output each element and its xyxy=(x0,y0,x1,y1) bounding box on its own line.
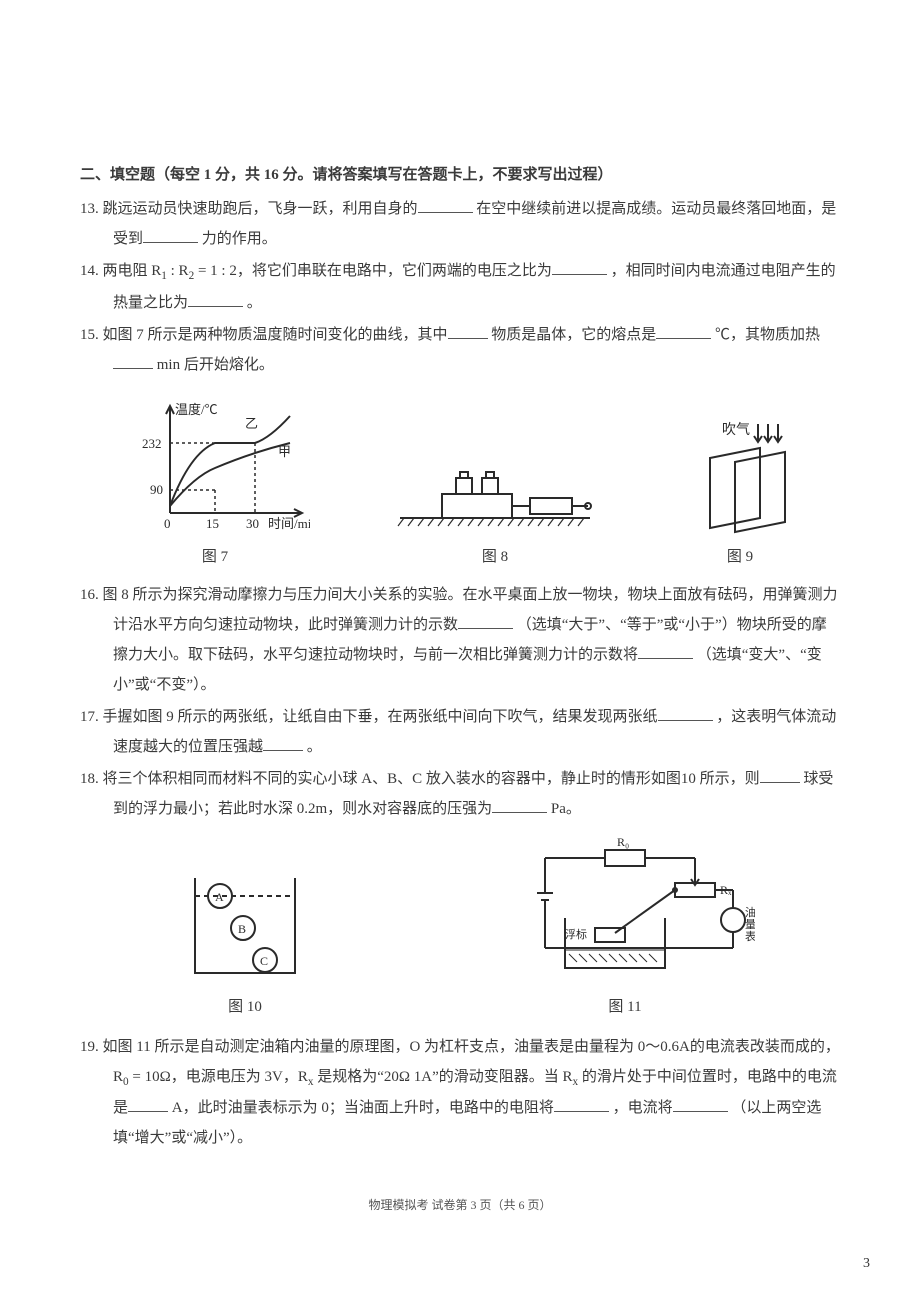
blank xyxy=(492,797,547,813)
fig7-line-top: 乙 xyxy=(245,416,258,431)
figure-row-2: A B C 图 10 R₀ xyxy=(80,838,840,1022)
q13-t3: 力的作用。 xyxy=(202,231,277,247)
figure-10: A B C 图 10 xyxy=(165,858,325,1022)
svg-text:表: 表 xyxy=(745,929,755,943)
q17-t3: 。 xyxy=(307,739,322,755)
blank xyxy=(554,1096,609,1112)
fig9-svg: 吹气 xyxy=(680,418,800,538)
blank xyxy=(188,291,243,307)
section-title: 二、填空题（每空 1 分，共 16 分。请将答案填写在答题卡上，不要求写出过程） xyxy=(80,160,840,190)
fig11-gauge: 油 xyxy=(745,905,755,919)
fig7-x30: 30 xyxy=(246,516,259,531)
svg-text:量: 量 xyxy=(745,918,755,931)
blank xyxy=(448,323,488,339)
fig7-ylabel: 温度/℃ xyxy=(175,402,218,417)
fig7-xlabel: 时间/min xyxy=(268,516,310,531)
svg-text:C: C xyxy=(260,954,268,968)
blank xyxy=(656,323,711,339)
fig7-svg: 温度/℃ 乙 甲 232 90 0 15 30 时间/min xyxy=(120,398,310,538)
q18-t1: 将三个体积相同而材料不同的实心小球 A、B、C 放入装水的容器中，静止时的情形如… xyxy=(103,771,760,787)
fig10-label: 图 10 xyxy=(165,992,325,1022)
svg-text:A: A xyxy=(215,890,224,904)
q15-num: 15. xyxy=(80,327,99,343)
q14-t1: 两电阻 R xyxy=(103,263,162,279)
question-16: 16. 图 8 所示为探究滑动摩擦力与压力间大小关系的实验。在水平桌面上放一物块… xyxy=(80,580,840,700)
blank xyxy=(128,1096,168,1112)
q19-t2: = 10Ω，电源电压为 3V，R xyxy=(132,1069,307,1085)
fig8-svg xyxy=(390,448,600,538)
q17-num: 17. xyxy=(80,709,99,725)
q13-num: 13. xyxy=(80,201,99,217)
fig9-label: 图 9 xyxy=(680,542,800,572)
sub-1: 1 xyxy=(161,270,167,282)
q18-t3: Pa。 xyxy=(551,801,581,817)
sub-x: x xyxy=(308,1076,314,1088)
q19-t3: 是规格为“20Ω 1A”的滑动变阻器。当 R xyxy=(317,1069,572,1085)
page-number: 3 xyxy=(863,1256,870,1272)
question-18: 18. 将三个体积相同而材料不同的实心小球 A、B、C 放入装水的容器中，静止时… xyxy=(80,764,840,824)
fig11-float: 浮标 xyxy=(565,927,587,941)
blank xyxy=(263,735,303,751)
blank xyxy=(418,197,473,213)
q15-t3: ℃，其物质加热 xyxy=(715,327,820,343)
q15-t2: 物质是晶体，它的熔点是 xyxy=(491,327,656,343)
fig7-y232: 232 xyxy=(142,436,162,451)
question-14: 14. 两电阻 R1 : R2 = 1 : 2，将它们串联在电路中，它们两端的电… xyxy=(80,256,840,318)
q17-t1: 手握如图 9 所示的两张纸，让纸自由下垂，在两张纸中间向下吹气，结果发现两张纸 xyxy=(103,709,658,725)
sub-0: 0 xyxy=(123,1076,129,1088)
fig7-label: 图 7 xyxy=(120,542,310,572)
question-15: 15. 如图 7 所示是两种物质温度随时间变化的曲线，其中 物质是晶体，它的熔点… xyxy=(80,320,840,380)
fig10-svg: A B C xyxy=(165,858,325,988)
q19-num: 19. xyxy=(80,1039,99,1055)
fig8-label: 图 8 xyxy=(390,542,600,572)
q14-t2: : R xyxy=(171,263,189,279)
fig11-R0: R₀ xyxy=(617,838,629,849)
blank xyxy=(458,613,513,629)
sub-2: 2 xyxy=(189,270,195,282)
q15-t1: 如图 7 所示是两种物质温度随时间变化的曲线，其中 xyxy=(103,327,448,343)
svg-text:B: B xyxy=(238,922,246,936)
fig11-svg: R₀ Rₓ 油 量 表 xyxy=(495,838,755,988)
q14-t5: 。 xyxy=(247,295,262,311)
q14-t3: = 1 : 2，将它们串联在电路中，它们两端的电压之比为 xyxy=(198,263,552,279)
blank xyxy=(638,643,693,659)
fig7-x0: 0 xyxy=(164,516,171,531)
sub-x2: x xyxy=(573,1076,579,1088)
q16-num: 16. xyxy=(80,587,99,603)
blank xyxy=(673,1096,728,1112)
figure-8: 图 8 xyxy=(390,448,600,572)
q18-num: 18. xyxy=(80,771,99,787)
question-19: 19. 如图 11 所示是自动测定油箱内油量的原理图，O 为杠杆支点，油量表是由… xyxy=(80,1032,840,1154)
fig9-text: 吹气 xyxy=(722,422,750,438)
fig7-line-mid: 甲 xyxy=(278,444,291,459)
blank xyxy=(658,705,713,721)
q15-t4: min 后开始熔化。 xyxy=(157,357,274,373)
fig7-y90: 90 xyxy=(150,482,163,497)
figure-9: 吹气 图 9 xyxy=(680,418,800,572)
page-footer: 物理模拟考 试卷第 3 页（共 6 页） xyxy=(80,1193,840,1217)
q19-t6: ，电流将 xyxy=(613,1100,673,1116)
figure-11: R₀ Rₓ 油 量 表 xyxy=(495,838,755,1022)
q19-t5: A，此时油量表标示为 0；当油面上升时，电路中的电阻将 xyxy=(172,1100,554,1116)
question-13: 13. 跳远运动员快速助跑后，飞身一跃，利用自身的 在空中继续前进以提高成绩。运… xyxy=(80,194,840,254)
figure-7: 温度/℃ 乙 甲 232 90 0 15 30 时间/min 图 7 xyxy=(120,398,310,572)
figure-row-1: 温度/℃ 乙 甲 232 90 0 15 30 时间/min 图 7 xyxy=(80,398,840,572)
blank xyxy=(113,353,153,369)
blank xyxy=(552,259,607,275)
fig11-label: 图 11 xyxy=(495,992,755,1022)
fig7-x15: 15 xyxy=(206,516,219,531)
question-17: 17. 手握如图 9 所示的两张纸，让纸自由下垂，在两张纸中间向下吹气，结果发现… xyxy=(80,702,840,762)
q13-t1: 跳远运动员快速助跑后，飞身一跃，利用自身的 xyxy=(103,201,418,217)
q14-num: 14. xyxy=(80,263,99,279)
exam-page: 二、填空题（每空 1 分，共 16 分。请将答案填写在答题卡上，不要求写出过程）… xyxy=(80,0,840,1297)
blank xyxy=(143,227,198,243)
blank xyxy=(760,767,800,783)
